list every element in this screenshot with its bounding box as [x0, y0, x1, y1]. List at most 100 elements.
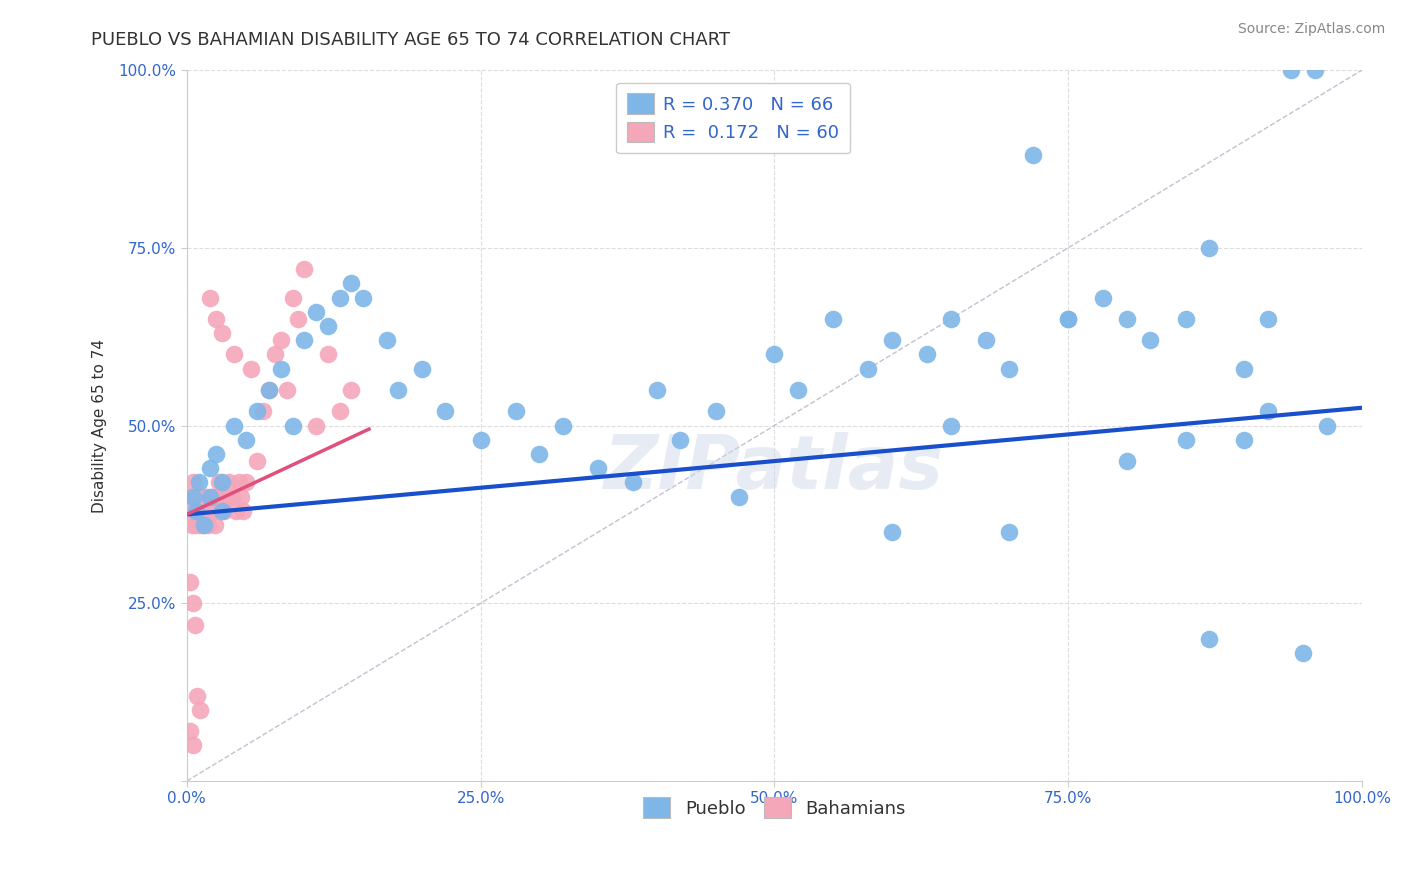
Point: [375, 333, 398, 347]
Point: [197, 518, 219, 533]
Point: [281, 291, 304, 305]
Point: [1057, 311, 1080, 326]
Point: [222, 418, 245, 433]
Point: [998, 361, 1021, 376]
Point: [287, 311, 309, 326]
Point: [1057, 311, 1080, 326]
Point: [551, 418, 574, 433]
Point: [232, 504, 254, 518]
Point: [939, 311, 962, 326]
Point: [228, 475, 250, 490]
Point: [200, 461, 222, 475]
Point: [221, 490, 243, 504]
Point: [179, 490, 201, 504]
Point: [387, 383, 409, 397]
Point: [1198, 241, 1220, 255]
Point: [1233, 361, 1256, 376]
Point: [200, 291, 222, 305]
Point: [202, 490, 225, 504]
Point: [179, 724, 201, 739]
Point: [586, 461, 609, 475]
Text: ZIPatlas: ZIPatlas: [605, 432, 945, 505]
Point: [214, 504, 236, 518]
Point: [194, 490, 217, 504]
Point: [211, 504, 233, 518]
Point: [669, 433, 692, 447]
Point: [209, 504, 232, 518]
Point: [225, 504, 247, 518]
Point: [411, 361, 433, 376]
Point: [201, 504, 224, 518]
Point: [281, 418, 304, 433]
Point: [858, 361, 880, 376]
Legend: Pueblo, Bahamians: Pueblo, Bahamians: [636, 790, 912, 825]
Point: [181, 739, 204, 753]
Point: [184, 504, 207, 518]
Point: [316, 347, 339, 361]
Point: [198, 504, 221, 518]
Point: [183, 490, 205, 504]
Point: [1022, 148, 1045, 162]
Point: [915, 347, 938, 361]
Point: [470, 433, 492, 447]
Point: [179, 504, 201, 518]
Point: [205, 311, 228, 326]
Point: [246, 404, 269, 418]
Point: [292, 333, 315, 347]
Point: [329, 404, 352, 418]
Point: [305, 305, 328, 319]
Point: [207, 475, 229, 490]
Point: [270, 361, 292, 376]
Point: [763, 347, 786, 361]
Point: [235, 475, 257, 490]
Point: [529, 447, 551, 461]
Point: [181, 475, 204, 490]
Point: [305, 418, 328, 433]
Point: [235, 433, 257, 447]
Point: [193, 518, 215, 533]
Point: [200, 490, 222, 504]
Point: [728, 490, 751, 504]
Point: [623, 475, 645, 490]
Point: [1257, 404, 1279, 418]
Point: [505, 404, 527, 418]
Point: [974, 333, 997, 347]
Point: [1303, 63, 1326, 78]
Point: [229, 490, 252, 504]
Point: [1174, 433, 1197, 447]
Point: [1198, 632, 1220, 646]
Point: [880, 525, 903, 540]
Point: [704, 404, 727, 418]
Point: [787, 383, 810, 397]
Point: [246, 454, 269, 468]
Point: [207, 504, 229, 518]
Point: [187, 490, 209, 504]
Point: [186, 689, 208, 703]
Point: [645, 383, 668, 397]
Point: [188, 518, 211, 533]
Point: [880, 333, 903, 347]
Point: [186, 504, 208, 518]
Point: [823, 311, 845, 326]
Point: [257, 383, 280, 397]
Point: [211, 475, 233, 490]
Point: [1116, 311, 1139, 326]
Point: [181, 490, 204, 504]
Point: [1281, 63, 1303, 78]
Point: [1116, 454, 1139, 468]
Point: [184, 617, 207, 632]
Point: [188, 703, 211, 717]
Point: [1316, 418, 1339, 433]
Point: [434, 404, 457, 418]
Point: [270, 333, 292, 347]
Point: [193, 518, 215, 533]
Point: [316, 318, 339, 333]
Point: [191, 490, 214, 504]
Point: [205, 447, 228, 461]
Point: [257, 383, 280, 397]
Point: [186, 504, 208, 518]
Point: [998, 525, 1021, 540]
Text: PUEBLO VS BAHAMIAN DISABILITY AGE 65 TO 74 CORRELATION CHART: PUEBLO VS BAHAMIAN DISABILITY AGE 65 TO …: [91, 31, 731, 49]
Point: [939, 418, 962, 433]
Point: [180, 518, 202, 533]
